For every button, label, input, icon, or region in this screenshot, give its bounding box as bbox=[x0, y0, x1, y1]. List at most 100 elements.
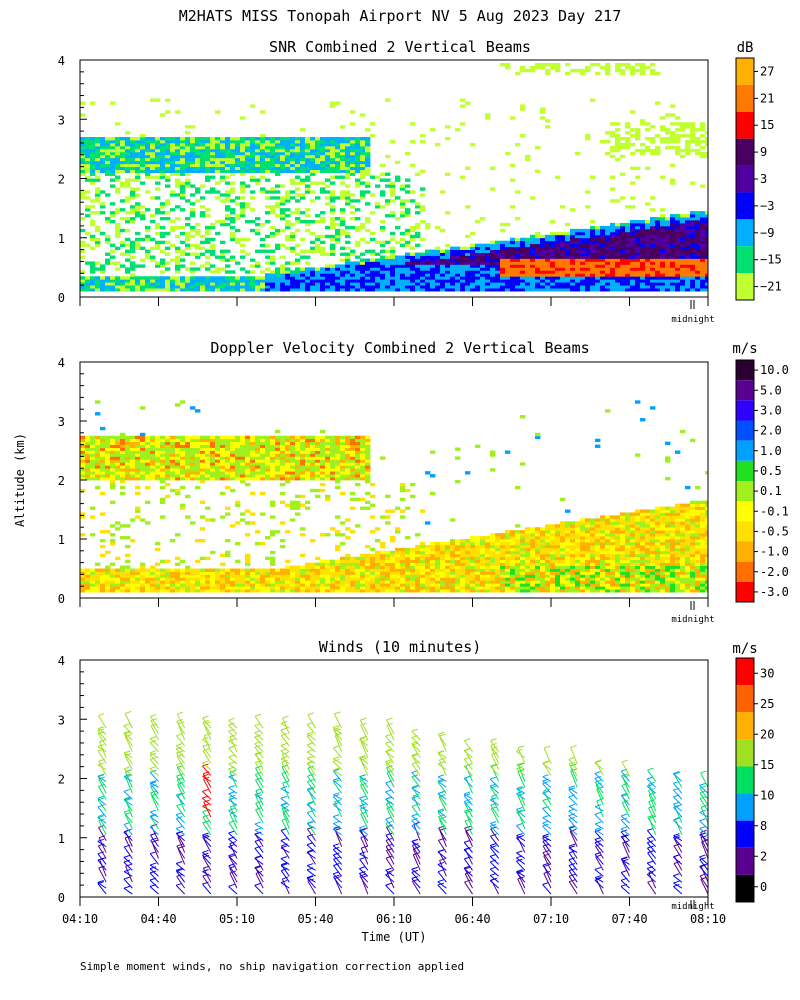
snr-cell bbox=[650, 222, 656, 227]
snr-cell bbox=[610, 134, 616, 138]
snr-cell bbox=[120, 139, 126, 144]
velocity-cell bbox=[150, 580, 156, 584]
velocity-cell bbox=[225, 477, 231, 481]
snr-cell bbox=[680, 125, 686, 129]
snr-cell bbox=[590, 240, 596, 245]
velocity-cell bbox=[140, 589, 146, 593]
snr-cell bbox=[350, 151, 356, 156]
velocity-cell bbox=[260, 468, 266, 472]
snr-cell bbox=[160, 276, 166, 280]
velocity-cell bbox=[340, 444, 346, 448]
snr-cell bbox=[180, 276, 186, 280]
velocity-cell bbox=[225, 435, 231, 440]
snr-cell bbox=[450, 279, 456, 283]
velocity-cell bbox=[200, 462, 206, 466]
snr-cell bbox=[615, 228, 621, 233]
velocity-cell bbox=[340, 568, 346, 572]
velocity-cell bbox=[270, 450, 276, 454]
velocity-cell bbox=[235, 500, 241, 504]
snr-cell bbox=[355, 145, 361, 150]
velocity-cell bbox=[255, 465, 261, 469]
snr-cell bbox=[165, 261, 171, 265]
velocity-cell bbox=[85, 571, 91, 575]
snr-cell bbox=[305, 178, 311, 182]
velocity-cell bbox=[340, 477, 346, 481]
snr-cell bbox=[620, 237, 626, 242]
snr-cell bbox=[190, 276, 196, 280]
snr-cell bbox=[195, 190, 201, 194]
velocity-cell bbox=[325, 568, 331, 572]
snr-cell bbox=[635, 234, 641, 239]
snr-cell bbox=[120, 264, 126, 268]
snr-cell bbox=[340, 139, 346, 144]
snr-cell bbox=[245, 137, 251, 141]
snr-cell bbox=[405, 178, 411, 182]
snr-cell bbox=[605, 65, 611, 70]
snr-cell bbox=[495, 282, 501, 286]
snr-cell bbox=[405, 285, 411, 289]
velocity-cell bbox=[145, 450, 151, 454]
snr-cell bbox=[470, 255, 476, 259]
snr-cell bbox=[395, 279, 401, 283]
snr-cell bbox=[390, 181, 396, 185]
velocity-cell bbox=[190, 435, 196, 440]
snr-cell bbox=[360, 264, 366, 268]
snr-cell bbox=[155, 139, 161, 144]
velocity-cell bbox=[205, 589, 211, 593]
snr-cell bbox=[610, 122, 616, 126]
snr-cell bbox=[175, 217, 181, 221]
velocity-cell bbox=[330, 444, 336, 448]
snr-colorbar-swatch bbox=[736, 165, 754, 193]
velocity-cell bbox=[115, 444, 121, 448]
velocity-cell bbox=[110, 577, 116, 581]
snr-cell bbox=[345, 270, 351, 274]
snr-cell bbox=[620, 154, 626, 159]
velocity-cell bbox=[230, 450, 236, 454]
snr-cell bbox=[175, 137, 181, 141]
snr-cell bbox=[95, 196, 101, 200]
snr-cell bbox=[200, 288, 206, 292]
velocity-cell bbox=[325, 589, 331, 593]
snr-cell bbox=[155, 187, 161, 191]
snr-cell bbox=[330, 101, 336, 105]
velocity-cell bbox=[110, 474, 116, 478]
snr-cell bbox=[690, 225, 696, 230]
snr-cell bbox=[185, 285, 191, 289]
snr-cell bbox=[545, 270, 551, 274]
velocity-cell bbox=[335, 559, 341, 563]
velocity-cell bbox=[195, 468, 201, 472]
snr-cell bbox=[525, 240, 531, 245]
snr-cell bbox=[180, 282, 186, 286]
velocity-cell bbox=[155, 450, 161, 454]
snr-cell bbox=[320, 142, 326, 147]
snr-cell bbox=[215, 110, 221, 114]
snr-cell bbox=[205, 276, 211, 280]
snr-cell bbox=[540, 270, 546, 274]
snr-cell bbox=[680, 258, 686, 262]
snr-cell bbox=[540, 237, 546, 242]
snr-cell bbox=[690, 273, 696, 277]
snr-cell bbox=[265, 243, 271, 248]
snr-cell bbox=[645, 258, 651, 262]
velocity-cell bbox=[260, 474, 266, 478]
velocity-cell bbox=[200, 577, 206, 581]
snr-cell bbox=[450, 261, 456, 265]
velocity-cell bbox=[80, 577, 86, 581]
snr-cell bbox=[295, 148, 301, 153]
velocity-cell bbox=[300, 459, 306, 463]
snr-cell bbox=[85, 196, 91, 200]
snr-cell bbox=[320, 187, 326, 191]
velocity-cell bbox=[210, 465, 216, 469]
snr-cell bbox=[475, 270, 481, 274]
snr-cell bbox=[650, 196, 656, 200]
snr-cell bbox=[170, 282, 176, 286]
snr-cell bbox=[425, 264, 431, 268]
snr-cell bbox=[260, 175, 266, 179]
snr-cell bbox=[90, 154, 96, 159]
snr-cell bbox=[215, 151, 221, 156]
snr-cell bbox=[345, 184, 351, 188]
snr-cell bbox=[415, 279, 421, 283]
velocity-cell bbox=[80, 583, 86, 587]
velocity-cell bbox=[335, 459, 341, 463]
velocity-cell bbox=[130, 447, 136, 451]
